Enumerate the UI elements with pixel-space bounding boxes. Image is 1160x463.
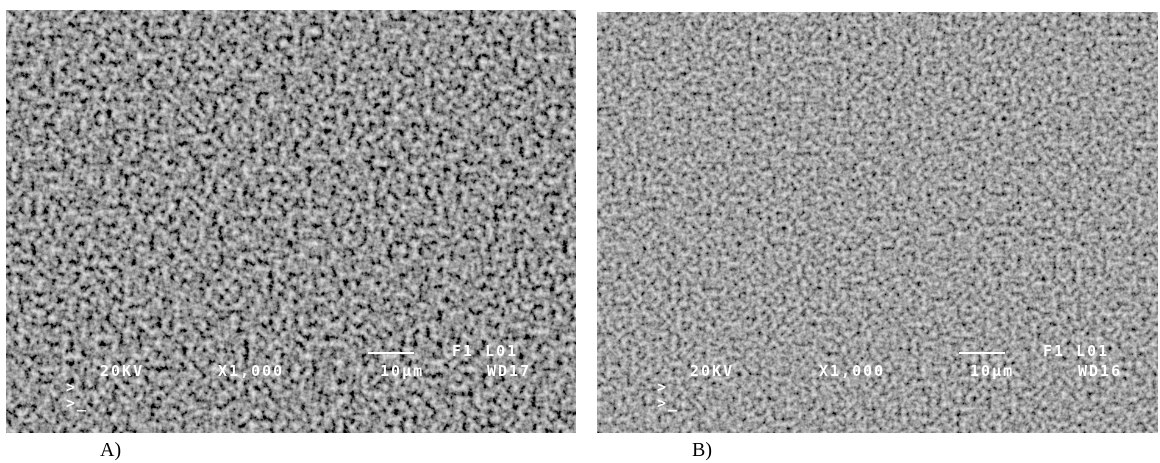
prompt: >_ [66,396,88,411]
scale-bar [368,352,414,354]
prompt: >_ [657,396,679,411]
code: F1 L01 [452,344,518,359]
working-distance: WD16 [1078,364,1122,379]
panel-label: A) [100,439,121,462]
magnification: X1,000 [218,364,284,379]
scale: 10μm [380,364,424,379]
figure: 20KV X1,000 F1 L01 10μm WD17 > >_ 20KV X… [0,0,1160,463]
scale-bar [959,352,1005,354]
working-distance: WD17 [487,364,531,379]
scale: 10μm [970,364,1014,379]
voltage: 20KV [100,364,144,379]
panel-label: B) [692,439,712,462]
sem-image: 20KV X1,000 F1 L01 10μm WD17 > >_ [6,10,576,433]
prompt: > [657,380,668,395]
code: F1 L01 [1043,344,1109,359]
sem-image: 20KV X1,000 F1 L01 10μm WD16 > >_ [597,12,1158,433]
prompt: > [66,380,77,395]
voltage: 20KV [690,364,734,379]
magnification: X1,000 [819,364,885,379]
